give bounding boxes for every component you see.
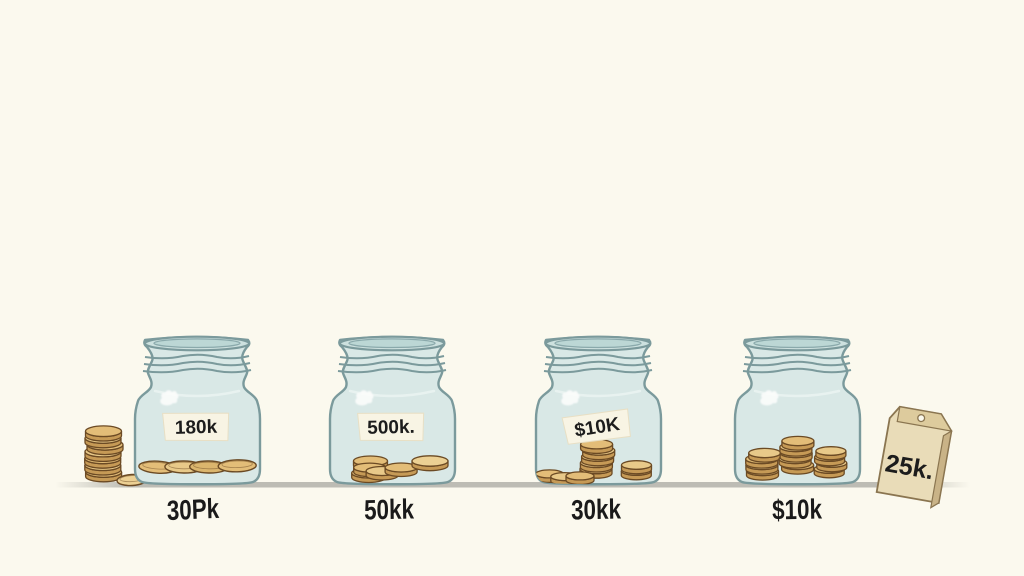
svg-text:50kk: 50kk <box>364 494 415 526</box>
svg-text:500k.: 500k. <box>367 417 415 439</box>
svg-text:30kk: 30kk <box>571 494 622 526</box>
svg-text:180k: 180k <box>175 417 218 439</box>
svg-text:$10k: $10k <box>772 494 823 526</box>
svg-text:30Pk: 30Pk <box>166 494 220 527</box>
